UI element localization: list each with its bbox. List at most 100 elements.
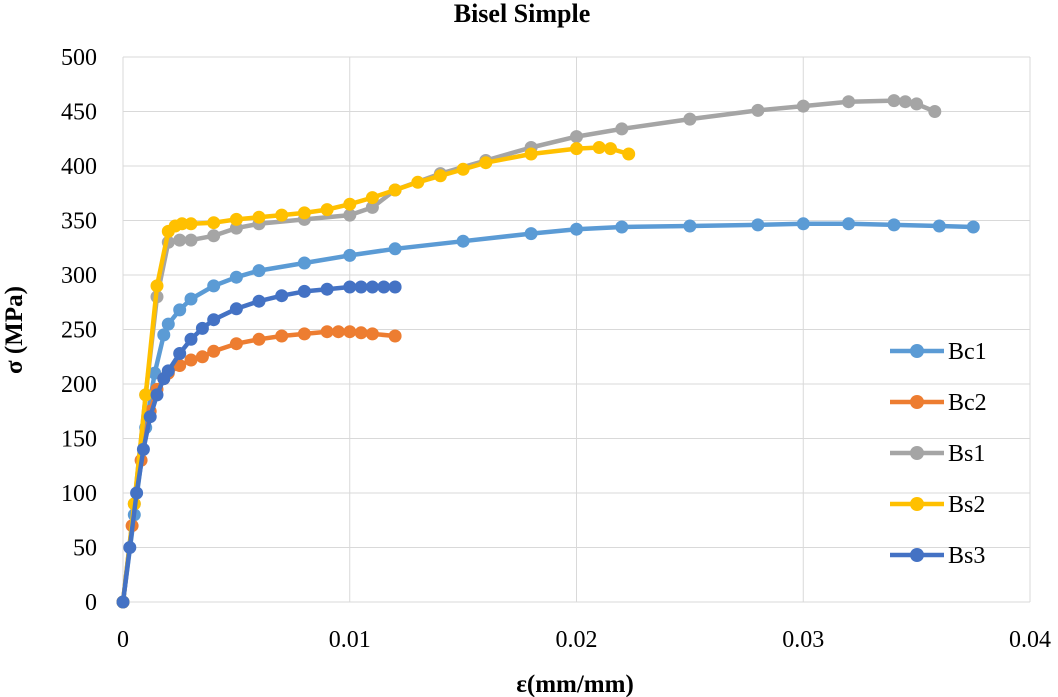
data-point xyxy=(365,191,379,205)
x-tick-label: 0.04 xyxy=(1009,627,1051,653)
data-point xyxy=(207,229,221,243)
data-point xyxy=(615,122,629,136)
x-tick-label: 0.02 xyxy=(556,627,598,653)
x-axis-title: ε(mm/mm) xyxy=(516,671,634,697)
data-point xyxy=(796,217,810,231)
data-point xyxy=(116,595,130,609)
data-point xyxy=(275,208,289,222)
data-point xyxy=(150,388,164,402)
data-point xyxy=(388,329,402,343)
legend-marker xyxy=(910,395,924,409)
y-tick-label: 250 xyxy=(61,318,97,344)
data-point xyxy=(173,233,187,247)
data-point xyxy=(343,280,357,294)
data-point xyxy=(456,234,470,248)
data-point xyxy=(592,141,606,154)
legend: Bc1 Bc2 Bs1 Bs2 Bs3 xyxy=(890,339,987,569)
data-point xyxy=(910,97,924,111)
data-point xyxy=(161,317,175,331)
data-point xyxy=(320,325,334,339)
data-point xyxy=(207,216,221,230)
data-point xyxy=(604,142,617,156)
data-point xyxy=(433,169,447,183)
data-point xyxy=(842,95,856,109)
data-point xyxy=(157,328,171,342)
data-point xyxy=(320,203,334,217)
data-point xyxy=(150,279,164,293)
data-point xyxy=(751,218,765,232)
y-tick-label: 400 xyxy=(61,154,97,180)
legend-item-bc2: Bc2 xyxy=(890,390,987,416)
data-point xyxy=(195,350,209,364)
series-bs3 xyxy=(116,280,402,609)
y-tick-label: 300 xyxy=(61,263,97,289)
data-point xyxy=(887,218,901,232)
data-point xyxy=(207,279,221,293)
data-point xyxy=(297,256,311,270)
data-point xyxy=(524,227,538,241)
legend-marker xyxy=(910,548,924,562)
data-point xyxy=(524,147,538,161)
legend-item-bs1: Bs1 xyxy=(890,441,985,467)
data-point xyxy=(615,220,629,234)
data-point xyxy=(252,210,266,224)
legend-item-bc1: Bc1 xyxy=(890,339,987,365)
data-point xyxy=(377,280,391,294)
data-point xyxy=(456,162,470,176)
y-tick-label: 500 xyxy=(61,45,97,71)
data-point xyxy=(136,442,150,456)
data-point xyxy=(184,233,198,247)
legend-label: Bs2 xyxy=(948,492,985,518)
y-tick-label: 100 xyxy=(61,481,97,507)
data-point xyxy=(139,388,153,402)
data-point xyxy=(354,280,368,294)
data-point xyxy=(966,220,980,234)
data-point xyxy=(411,175,425,189)
data-point xyxy=(252,294,266,308)
data-point xyxy=(388,183,402,197)
legend-marker xyxy=(910,344,924,358)
data-point xyxy=(388,242,402,256)
y-tick-label: 150 xyxy=(61,427,97,453)
legend-item-bs2: Bs2 xyxy=(890,492,985,518)
data-point xyxy=(297,206,311,220)
data-point xyxy=(161,364,175,378)
data-point xyxy=(195,321,209,335)
data-point xyxy=(252,264,266,278)
data-point xyxy=(365,327,379,341)
data-point xyxy=(842,217,856,231)
tick-labels: 0 50 100 150 200 250 300 350 400 450 500 0 0.01 0.02 0… xyxy=(61,45,1051,653)
x-tick-label: 0 xyxy=(117,627,129,653)
data-point xyxy=(683,112,697,126)
data-point xyxy=(143,410,157,424)
data-point xyxy=(229,212,243,226)
data-point xyxy=(343,325,357,339)
chart-title: Bisel Simple xyxy=(454,0,591,28)
data-point xyxy=(184,332,198,346)
data-point xyxy=(173,347,187,360)
legend-label: Bc1 xyxy=(948,339,987,365)
y-axis-title: σ (MPa) xyxy=(1,286,28,374)
data-point xyxy=(683,219,697,233)
data-point xyxy=(207,313,221,327)
data-point xyxy=(570,222,583,236)
data-point xyxy=(123,541,137,554)
data-point xyxy=(320,282,334,296)
data-point xyxy=(297,327,311,341)
data-point xyxy=(898,95,912,109)
series-line xyxy=(120,98,938,605)
series-group xyxy=(116,94,980,609)
data-point xyxy=(297,284,311,298)
data-point xyxy=(207,344,221,358)
data-point xyxy=(252,332,266,346)
data-point xyxy=(173,303,187,317)
data-point xyxy=(331,325,345,339)
data-point xyxy=(229,270,243,284)
y-tick-label: 350 xyxy=(61,209,97,235)
data-point xyxy=(622,147,636,161)
data-point xyxy=(229,302,243,316)
data-point xyxy=(365,280,379,294)
data-point xyxy=(130,486,144,500)
y-tick-label: 0 xyxy=(85,590,97,616)
